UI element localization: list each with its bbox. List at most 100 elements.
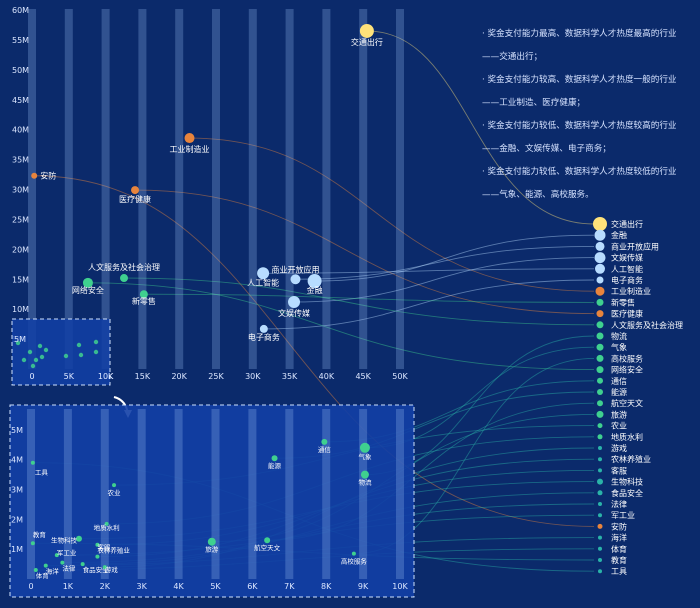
main-y-tick-label: 55M <box>12 36 29 45</box>
legend-item[interactable]: 地质水利 <box>597 432 644 442</box>
zoom-column-bar <box>322 409 331 579</box>
main-x-tick-label: 10K <box>98 372 114 381</box>
main-column-bar <box>212 9 220 369</box>
main-x-tick-label: 20K <box>171 372 187 381</box>
point-label: 电子商务 <box>248 332 280 342</box>
legend-item[interactable]: 新零售 <box>596 297 636 307</box>
legend-marker <box>598 569 602 574</box>
legend-item[interactable]: 人工智能 <box>595 263 643 274</box>
annotation-line: ——交通出行； <box>482 52 543 62</box>
zoom-point-e9ab98e6a0a1e69c8de58aa1 <box>351 551 356 556</box>
legend-item[interactable]: 网络安全 <box>596 365 644 375</box>
zoom-point-label: 物流 <box>358 478 372 487</box>
zoom-y-tick-label: 5M <box>11 426 23 435</box>
legend-marker <box>595 241 605 251</box>
point-e4baa4e9809ae587bae8a18c <box>359 23 374 38</box>
legend-item[interactable]: 生物科技 <box>597 477 643 487</box>
zoom-point-e69599e882b2 <box>30 541 35 546</box>
mini-point <box>21 357 27 363</box>
legend-label: 医疗健康 <box>611 309 643 319</box>
legend-item[interactable]: 客服 <box>598 465 627 475</box>
legend-marker <box>597 389 603 395</box>
legend-item[interactable]: 医疗健康 <box>596 309 644 319</box>
connector-line <box>294 257 595 303</box>
legend-item[interactable]: 交通出行 <box>593 217 643 231</box>
main-y-tick-label: 35M <box>12 156 29 165</box>
point-e7bd91e7bb9ce5ae89e585a8 <box>82 277 93 288</box>
zoom-point-e5b7a5e585b7 <box>30 460 35 465</box>
zoom-y-tick-label: 4M <box>11 456 23 465</box>
legend[interactable]: 交通出行金融商业开放应用文娱传媒人工智能电子商务工业制造业新零售医疗健康人文服务… <box>593 217 683 576</box>
legend-item[interactable]: 通信 <box>597 376 627 386</box>
legend-marker <box>593 217 607 231</box>
legend-item[interactable]: 气象 <box>596 342 628 352</box>
legend-item[interactable]: 旅游 <box>596 409 628 419</box>
legend-marker <box>596 298 604 306</box>
legend-label: 航空天文 <box>611 398 643 408</box>
legend-item[interactable]: 能源 <box>597 387 627 397</box>
legend-item[interactable]: 文娱传媒 <box>594 252 644 264</box>
legend-label: 网络安全 <box>611 365 643 375</box>
legend-item[interactable]: 航空天文 <box>597 398 643 408</box>
zoom-point-e5aea2e69c8d <box>95 542 100 547</box>
legend-item[interactable]: 金融 <box>594 229 628 241</box>
connector-line <box>135 189 595 315</box>
main-x-tick-label: 50K <box>392 372 408 381</box>
legend-marker <box>598 446 602 450</box>
point-label: 文娱传媒 <box>278 308 310 318</box>
legend-item[interactable]: 工业制造业 <box>595 286 652 296</box>
legend-item[interactable]: 工具 <box>598 567 627 576</box>
legend-item[interactable]: 军工业 <box>598 510 635 520</box>
point-e4babae69687e69c8de58aa1 <box>120 274 128 283</box>
main-x-tick-label: 5K <box>64 372 75 381</box>
legend-marker <box>597 523 603 529</box>
zoom-point-label: 通信 <box>318 445 332 454</box>
legend-marker <box>597 490 603 496</box>
main-y-tick-label: 60M <box>12 6 29 15</box>
legend-label: 高校服务 <box>611 353 643 363</box>
legend-item[interactable]: 高校服务 <box>596 353 644 363</box>
legend-item[interactable]: 人文服务及社会治理 <box>596 320 684 330</box>
zoom-point-e6b8b8e6888f <box>102 565 107 570</box>
legend-marker <box>597 423 603 429</box>
legend-label: 交通出行 <box>611 219 643 229</box>
legend-item[interactable]: 教育 <box>598 555 627 565</box>
legend-item[interactable]: 农业 <box>597 421 628 431</box>
connector-line <box>263 268 595 274</box>
zoom-point-label: 海洋 <box>46 567 60 576</box>
legend-marker <box>597 377 603 384</box>
legend-item[interactable]: 法律 <box>598 499 627 509</box>
mini-point <box>33 357 39 363</box>
legend-label: 通信 <box>611 376 627 386</box>
legend-marker <box>597 400 603 407</box>
main-x-tick-label: 0 <box>29 372 34 381</box>
legend-item[interactable]: 物流 <box>596 331 628 341</box>
legend-label: 工业制造业 <box>611 286 651 296</box>
zoom-point-e4bd93e882b2 <box>33 568 38 573</box>
connector-line <box>314 234 595 282</box>
zoom-point-label: 工具 <box>35 469 49 477</box>
zoom-chart: 0 1K 2K 3K 4K 5K 6K 7K 8K 9K 10K 1M 2M 3M 4M 5M 工具教育体育海洋… <box>9 404 415 598</box>
legend-marker <box>594 252 606 264</box>
legend-item[interactable]: 游戏 <box>598 443 627 453</box>
legend-label: 安防 <box>611 521 627 531</box>
zoom-point-label: 客服 <box>97 543 111 552</box>
legend-item[interactable]: 海洋 <box>598 533 627 543</box>
main-column-bar <box>64 9 73 369</box>
legend-marker <box>597 478 603 485</box>
annotation-line: · 奖金支付能力最高、数据科学人才热度最高的行业 <box>482 29 677 39</box>
legend-label: 人工智能 <box>611 264 643 274</box>
legend-item[interactable]: 农林养殖业 <box>598 454 651 464</box>
mini-point <box>27 349 33 355</box>
point-e794b5e5ad90e59586e58aa1 <box>259 324 268 333</box>
legend-item[interactable]: 安防 <box>597 521 628 531</box>
main-column-bar <box>359 9 368 369</box>
zoom-point-e9a39fe59381e5ae89e585a8 <box>80 562 85 567</box>
legend-marker <box>598 558 602 562</box>
legend-item[interactable]: 体育 <box>598 544 627 554</box>
legend-item[interactable]: 电子商务 <box>596 275 644 285</box>
main-chart: 0 5K 10K 15K 20K 25K 30K 35K 40K 45K 50K 5M 10M 15M 20… <box>11 6 408 418</box>
legend-marker <box>597 434 603 440</box>
legend-item[interactable]: 食品安全 <box>597 488 644 498</box>
legend-item[interactable]: 商业开放应用 <box>595 241 660 251</box>
